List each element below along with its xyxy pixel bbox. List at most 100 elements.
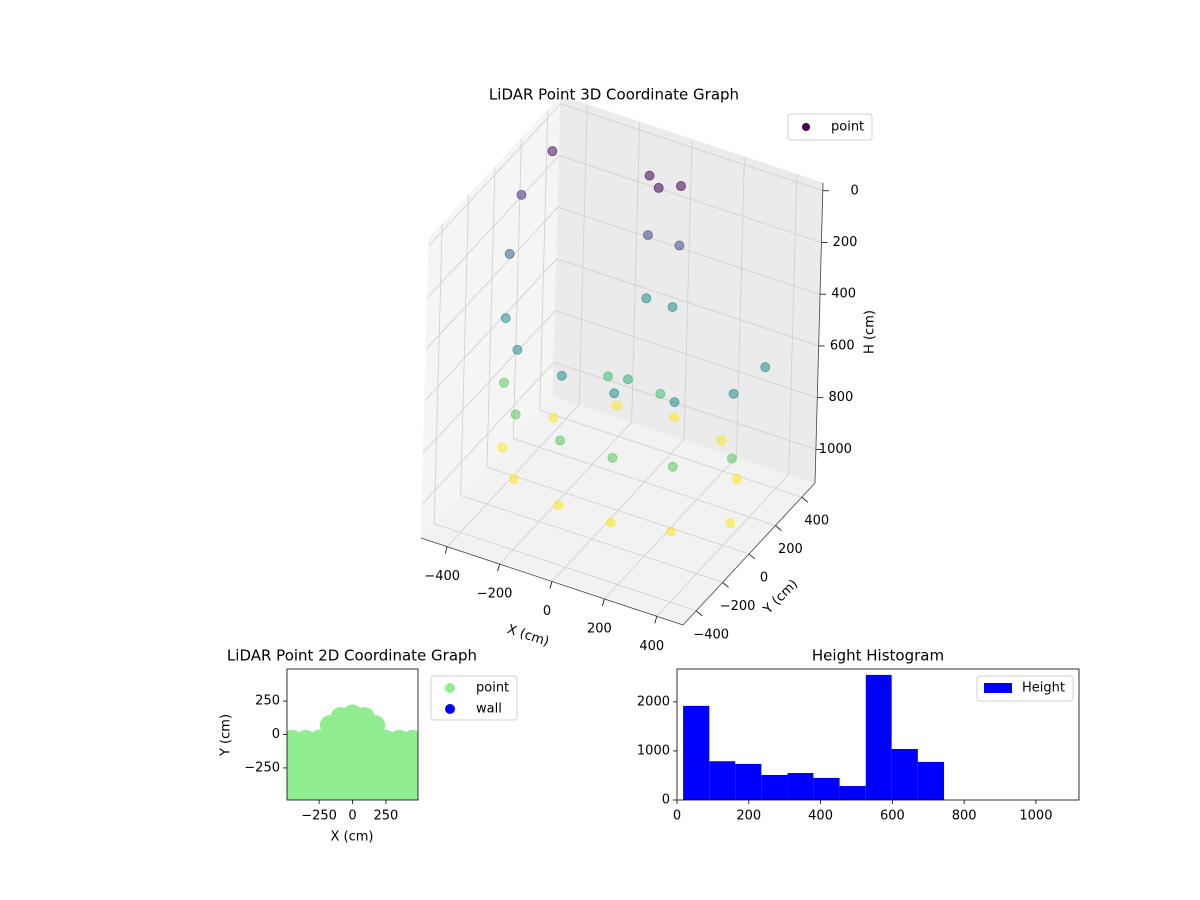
tick-mark	[549, 581, 553, 589]
legend-marker	[802, 123, 810, 131]
grid-line	[557, 206, 821, 295]
x-tick-label: 0	[348, 809, 356, 824]
tick-mark	[602, 598, 605, 607]
y-tick-label: −400	[693, 627, 729, 642]
grid-line	[578, 104, 588, 405]
point	[512, 344, 523, 355]
grid-line	[559, 155, 822, 243]
point	[675, 181, 686, 192]
point	[725, 518, 736, 529]
grid-line	[433, 223, 443, 524]
point	[666, 526, 677, 537]
chart-title: LiDAR Point 3D Coordinate Graph	[489, 86, 739, 104]
tick-mark	[801, 496, 809, 503]
grid-line	[422, 310, 556, 453]
point	[602, 371, 613, 382]
bar	[917, 761, 945, 800]
grid-line	[555, 310, 818, 399]
grid-line	[513, 438, 776, 526]
point	[726, 453, 737, 464]
grid-line	[460, 495, 723, 583]
grid-line	[486, 166, 496, 468]
point	[609, 388, 620, 399]
x-tick-label: −250	[301, 809, 337, 824]
y-tick-label: 400	[804, 514, 829, 529]
point	[642, 230, 653, 241]
grid-line	[513, 138, 522, 439]
point	[355, 717, 376, 738]
tick-mark	[497, 563, 500, 572]
grid-line	[560, 103, 823, 192]
point	[622, 374, 633, 385]
x-tick-label: 400	[808, 809, 833, 824]
tick-mark	[775, 525, 782, 531]
z-tick-label: 600	[830, 338, 855, 353]
bar	[761, 774, 788, 800]
point	[402, 729, 418, 750]
grid-line	[427, 155, 560, 298]
point	[498, 377, 509, 388]
z-tick-label: 200	[833, 235, 858, 250]
point	[655, 388, 666, 399]
y-tick-label: −200	[720, 599, 756, 614]
point	[641, 293, 652, 304]
y-tick-label: 250	[255, 694, 280, 709]
legend-box	[787, 113, 873, 141]
z-axis-label: H (cm)	[863, 310, 878, 354]
chart-title: Height Histogram	[812, 647, 944, 665]
point	[500, 313, 511, 324]
point	[607, 452, 618, 463]
grid-line	[421, 362, 555, 505]
chart-title: LiDAR Point 2D Coordinate Graph	[227, 647, 477, 665]
bar	[709, 761, 736, 800]
y-tick-label: 0	[760, 571, 768, 586]
grid-line	[556, 258, 819, 347]
x-tick-label: −400	[424, 569, 460, 584]
z-tick-label: 1000	[819, 442, 852, 457]
x-tick-label: 400	[639, 639, 664, 654]
x-tick-label: 1000	[1019, 809, 1052, 824]
axis-line	[682, 482, 816, 626]
point	[731, 473, 742, 484]
y-tick-label: −250	[244, 760, 280, 775]
point	[555, 435, 566, 446]
legend-marker	[445, 704, 455, 714]
point	[669, 412, 680, 423]
point	[667, 461, 678, 472]
point	[644, 170, 655, 181]
point	[547, 146, 558, 157]
y-tick-label: 200	[778, 542, 803, 557]
x-tick-label: −200	[477, 587, 513, 602]
grid-line	[736, 156, 745, 457]
point	[760, 362, 771, 373]
legend-box	[976, 675, 1074, 702]
x-tick-label: 200	[587, 621, 612, 636]
z-tick-label: 0	[851, 183, 859, 198]
legend-patch	[984, 683, 1012, 693]
y-tick-label: 0	[662, 793, 670, 808]
grid-line	[683, 139, 693, 440]
x-tick-label: 200	[736, 809, 761, 824]
z-tick-label: 400	[831, 287, 856, 302]
bar	[865, 674, 892, 800]
point	[548, 413, 559, 424]
grid-line	[553, 361, 817, 450]
grid-line	[424, 258, 557, 402]
point	[667, 301, 678, 312]
point	[611, 400, 622, 411]
grid-line	[425, 206, 559, 350]
point	[653, 182, 664, 193]
point	[728, 388, 739, 399]
point	[508, 474, 519, 485]
bar	[735, 763, 762, 800]
legend-label: point	[476, 681, 509, 696]
axes-frame	[676, 668, 1080, 801]
axis-line	[420, 537, 684, 626]
grid-line	[486, 466, 750, 555]
point	[553, 500, 564, 511]
x-tick-label: 0	[543, 604, 551, 619]
axis-line	[814, 182, 824, 484]
grid-line	[434, 523, 697, 612]
